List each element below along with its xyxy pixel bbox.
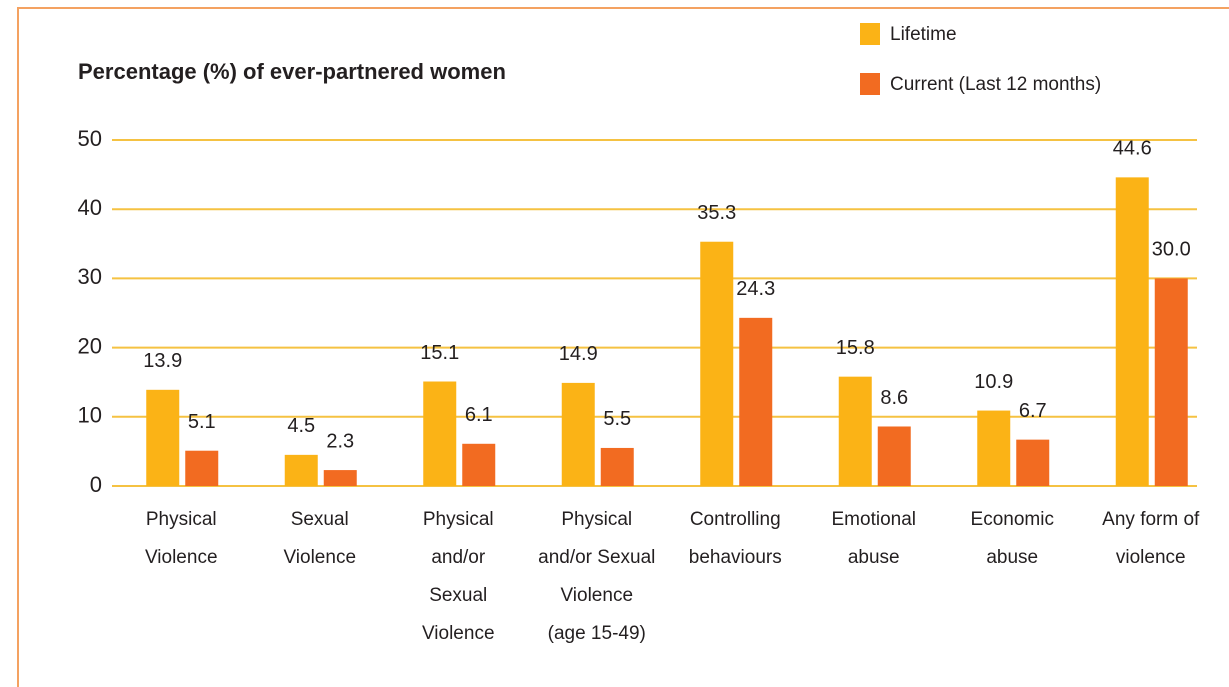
x-tick-label: Physical and/or Sexual Violence: [422, 509, 495, 644]
bar: [838, 376, 872, 486]
value-label: 5.1: [188, 411, 216, 433]
legend-label: Current (Last 12 months): [890, 74, 1101, 95]
value-label: 35.3: [697, 202, 736, 224]
value-label: 10.9: [974, 371, 1013, 393]
bar: [185, 450, 219, 486]
bar: [146, 389, 180, 486]
frame: [17, 7, 1229, 687]
bar: [323, 470, 357, 486]
x-tick-label: Any form of violence: [1102, 509, 1200, 568]
x-tick-label: Economic abuse: [971, 509, 1054, 568]
legend-swatch: [860, 73, 880, 95]
y-tick-label: 40: [78, 195, 102, 220]
legend-label: Lifetime: [890, 24, 957, 45]
x-tick-label: Controlling behaviours: [689, 509, 782, 568]
value-label: 24.3: [736, 278, 775, 300]
y-tick-label: 0: [90, 472, 102, 497]
bar: [1154, 278, 1188, 486]
bar: [423, 381, 457, 486]
y-tick-label: 10: [78, 403, 102, 428]
value-label: 2.3: [326, 430, 354, 452]
value-label: 15.1: [420, 342, 459, 364]
bar: [284, 454, 318, 486]
bar: [462, 443, 496, 486]
y-tick-label: 50: [78, 126, 102, 151]
bar: [877, 426, 911, 486]
bar: [739, 317, 773, 486]
bar: [977, 410, 1011, 486]
value-label: 30.0: [1152, 239, 1191, 261]
value-label: 44.6: [1113, 138, 1152, 160]
bar: [700, 241, 734, 486]
y-tick-label: 30: [78, 264, 102, 289]
value-label: 4.5: [287, 415, 315, 437]
legend-swatch: [860, 23, 880, 45]
x-tick-label: Sexual Violence: [283, 509, 356, 568]
value-label: 15.8: [836, 337, 875, 359]
x-tick-label: Emotional abuse: [832, 509, 917, 568]
chart-title: Percentage (%) of ever-partnered women: [78, 59, 506, 84]
bar: [1115, 177, 1149, 487]
bar: [1016, 439, 1050, 486]
bar: [561, 382, 595, 486]
value-label: 8.6: [880, 387, 908, 409]
x-tick-label: Physical and/or Sexual Violence (age 15-49): [538, 509, 655, 644]
x-tick-label: Physical Violence: [145, 509, 218, 568]
value-label: 13.9: [143, 350, 182, 372]
y-tick-label: 20: [78, 333, 102, 358]
value-label: 14.9: [559, 343, 598, 365]
value-label: 6.7: [1019, 400, 1047, 422]
value-label: 6.1: [465, 404, 493, 426]
value-label: 5.5: [603, 408, 631, 430]
bar: [600, 447, 634, 486]
